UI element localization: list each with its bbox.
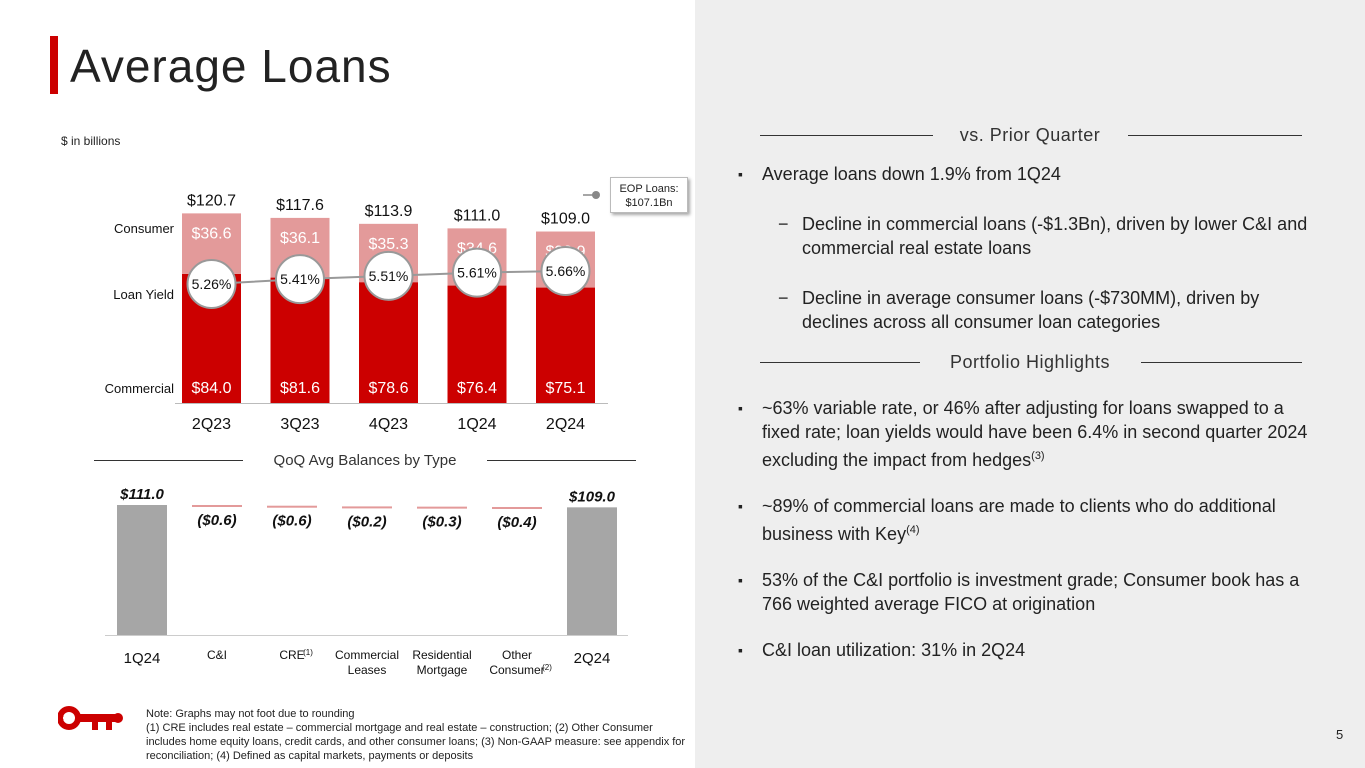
data-label-consumer: $35.3 xyxy=(368,236,408,253)
data-label-commercial: $81.6 xyxy=(280,380,320,397)
bar-commercial xyxy=(536,287,595,403)
data-label-total: $113.9 xyxy=(365,203,413,220)
tick-label: CRE xyxy=(279,648,304,662)
footnote-line: Note: Graphs may not foot due to roundin… xyxy=(146,708,355,720)
data-label-total: $111.0 xyxy=(119,486,164,503)
eop-callout: EOP Loans: $107.1Bn xyxy=(610,177,688,213)
footnote: Note: Graphs may not foot due to roundin… xyxy=(146,707,686,763)
eop-label: EOP Loans: xyxy=(619,183,679,195)
data-label-loan-yield: 5.61% xyxy=(457,265,497,281)
data-label-total: $120.7 xyxy=(187,192,236,209)
data-label-loan-yield: 5.51% xyxy=(369,268,409,284)
waterfall-bar-decrease xyxy=(417,506,467,509)
sub-bullet-item: Decline in commercial loans (-$1.3Bn), d… xyxy=(738,212,1318,260)
tick-label: Consumer xyxy=(489,663,544,677)
waterfall-bar-total xyxy=(567,507,617,635)
tick-label: 2Q24 xyxy=(574,650,611,667)
tick-label: 2Q23 xyxy=(192,416,231,433)
data-label-change: ($0.2) xyxy=(347,513,386,530)
section-title-portfolio: Portfolio Highlights xyxy=(949,352,1111,372)
bar-commercial xyxy=(447,285,507,403)
charts-canvas: $84.0 $36.6 $120.7 2Q23 $81.6 $36.1 $117.6 3Q23… xyxy=(94,191,636,677)
tick-footnote-ref: (2) xyxy=(542,663,552,672)
data-label-commercial: $75.1 xyxy=(545,380,585,397)
eop-value: $107.1Bn xyxy=(625,197,673,209)
tick-label: 3Q23 xyxy=(280,416,319,433)
tick-label: 2Q24 xyxy=(546,416,585,433)
section-rule xyxy=(1128,135,1302,136)
section-rule xyxy=(1141,362,1302,363)
title-accent-bar xyxy=(50,36,58,94)
loan-yield-marker xyxy=(186,259,237,309)
row-label: Consumer xyxy=(114,221,175,236)
bullet-item: ~63% variable rate, or 46% after adjusti… xyxy=(738,396,1318,472)
bar-commercial xyxy=(359,282,418,403)
data-label-total: $109.0 xyxy=(541,211,590,228)
tick-label: Residential xyxy=(412,648,471,662)
section-title-prior-quarter: vs. Prior Quarter xyxy=(959,125,1101,145)
data-label-total: $111.0 xyxy=(454,207,501,224)
data-label-commercial: $78.6 xyxy=(368,380,408,397)
data-label-commercial: $76.4 xyxy=(457,380,497,397)
data-label-loan-yield: 5.41% xyxy=(280,271,320,287)
data-label-change: ($0.4) xyxy=(497,514,536,531)
bullet-item: 53% of the C&I portfolio is investment g… xyxy=(738,568,1318,616)
page-number: 5 xyxy=(1336,727,1344,742)
tick-label: C&I xyxy=(207,648,227,662)
bullet-text: ~89% of commercial loans are made to cli… xyxy=(762,496,1276,544)
units-label: $ in billions xyxy=(61,134,121,148)
loan-yield-marker xyxy=(540,246,591,296)
tick-label: Leases xyxy=(348,663,387,677)
tick-label: 1Q24 xyxy=(457,416,496,433)
waterfall-bar-decrease xyxy=(192,505,242,507)
section-rule xyxy=(760,135,933,136)
page-title: Average Loans xyxy=(70,40,392,92)
section-rule xyxy=(760,362,920,363)
data-label-change: ($0.3) xyxy=(422,514,461,531)
waterfall-bar-total xyxy=(117,505,167,635)
data-label-total: $117.6 xyxy=(276,197,324,214)
eop-connector-dot xyxy=(592,191,600,199)
bullet-item: ~89% of commercial loans are made to cli… xyxy=(738,494,1318,546)
chart-title: QoQ Avg Balances by Type xyxy=(274,452,457,469)
sub-bullet-item: Decline in average consumer loans (-$730… xyxy=(738,286,1318,334)
data-label-total: $109.0 xyxy=(568,488,616,505)
waterfall-bar-decrease xyxy=(492,506,542,509)
data-label-consumer: $36.1 xyxy=(280,230,320,247)
data-label-change: ($0.6) xyxy=(272,513,311,530)
tick-label: Mortgage xyxy=(417,663,468,677)
portfolio-bullets: ~63% variable rate, or 46% after adjusti… xyxy=(738,396,1318,662)
tick-label: 4Q23 xyxy=(369,416,408,433)
bullet-item: C&I loan utilization: 31% in 2Q24 xyxy=(738,638,1318,662)
data-label-change: ($0.6) xyxy=(197,512,236,529)
loan-yield-marker xyxy=(452,247,502,298)
tick-label: Other xyxy=(502,648,532,662)
data-label-loan-yield: 5.26% xyxy=(192,276,232,292)
row-label: Commercial xyxy=(105,381,174,396)
waterfall-bar-decrease xyxy=(342,506,392,509)
key-icon xyxy=(58,706,123,730)
loan-yield-marker xyxy=(275,254,325,305)
footnote-line: (1) CRE includes real estate – commercia… xyxy=(146,722,686,762)
bullet-item: Average loans down 1.9% from 1Q24 xyxy=(738,162,1318,186)
waterfall-bar-decrease xyxy=(267,505,317,508)
data-label-consumer: $36.6 xyxy=(191,225,231,242)
tick-label: Commercial xyxy=(335,648,399,662)
prior-quarter-bullets: Average loans down 1.9% from 1Q24 Declin… xyxy=(738,162,1318,334)
data-label-commercial: $84.0 xyxy=(191,380,231,397)
data-label-loan-yield: 5.66% xyxy=(546,263,586,279)
loan-yield-marker xyxy=(363,250,414,301)
footnote-ref: (3) xyxy=(1031,450,1045,462)
row-label: Loan Yield xyxy=(113,287,174,302)
tick-footnote-ref: (1) xyxy=(303,648,313,657)
footnote-ref: (4) xyxy=(906,524,920,536)
bullet-text: ~63% variable rate, or 46% after adjusti… xyxy=(762,398,1308,470)
tick-label: 1Q24 xyxy=(124,650,161,667)
